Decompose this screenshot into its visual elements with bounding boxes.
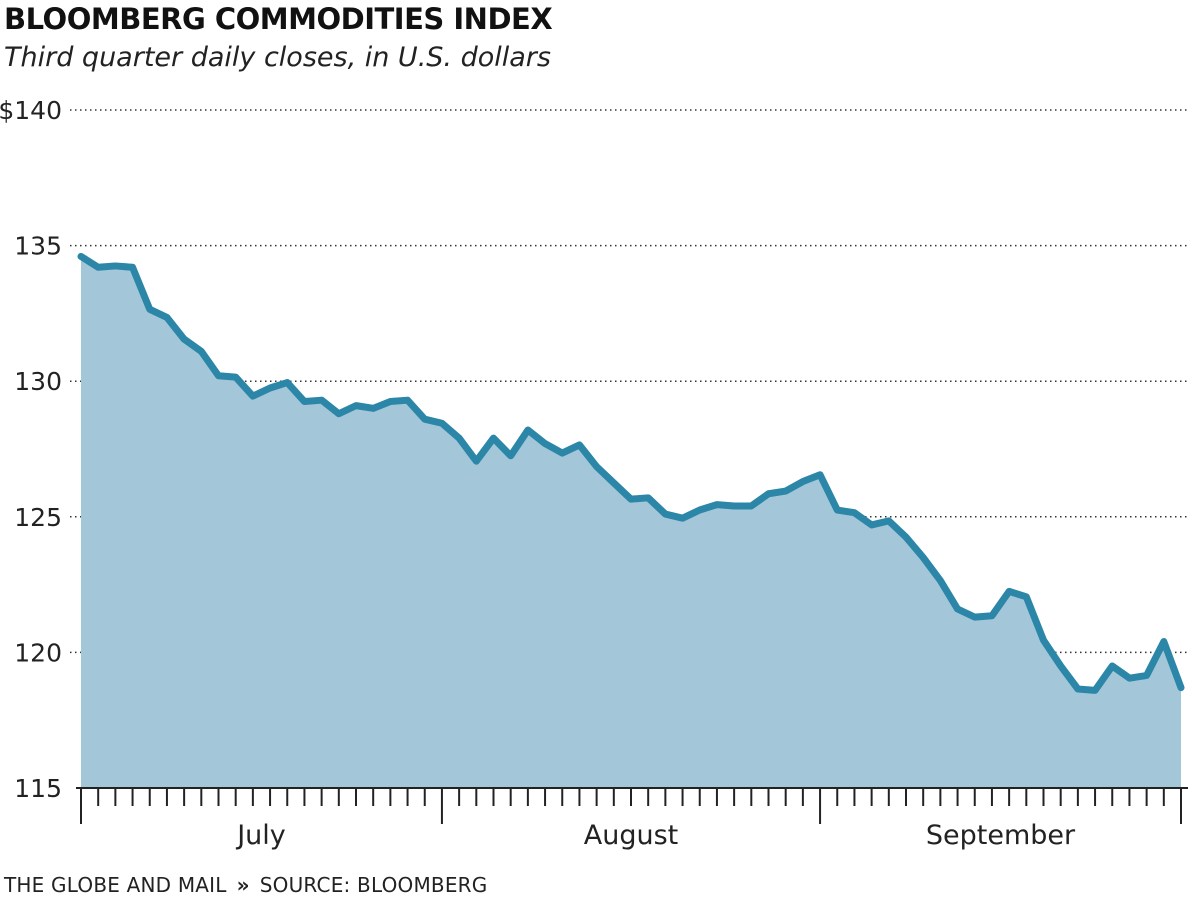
month-label: July: [235, 820, 286, 851]
y-tick-label: 135: [14, 232, 62, 261]
y-tick-label: 120: [14, 638, 62, 667]
source-note: SOURCE: BLOOMBERG: [259, 873, 488, 897]
chart-title: BLOOMBERG COMMODITIES INDEX: [4, 2, 553, 36]
chart-subtitle: Third quarter daily closes, in U.S. doll…: [4, 42, 551, 73]
x-axis: [76, 787, 1188, 824]
month-label: September: [926, 820, 1076, 851]
publisher-name: THE GLOBE AND MAIL: [4, 873, 227, 897]
y-tick-label: $140: [0, 96, 62, 125]
y-tick-label: 115: [14, 774, 62, 803]
month-label: August: [584, 820, 679, 851]
footer-separator: »: [236, 873, 250, 897]
footer-credit: THE GLOBE AND MAIL » SOURCE: BLOOMBERG: [4, 873, 487, 897]
month-labels: July August September: [235, 820, 1076, 851]
y-axis-labels: 115 120 125 130 135 $140: [0, 96, 62, 803]
area-fill-group: [81, 256, 1181, 788]
y-tick-label: 125: [14, 503, 62, 532]
series-line: [77, 252, 1185, 694]
line-group: [77, 252, 1185, 694]
y-tick-label: 130: [14, 367, 62, 396]
area-fill: [81, 256, 1181, 788]
